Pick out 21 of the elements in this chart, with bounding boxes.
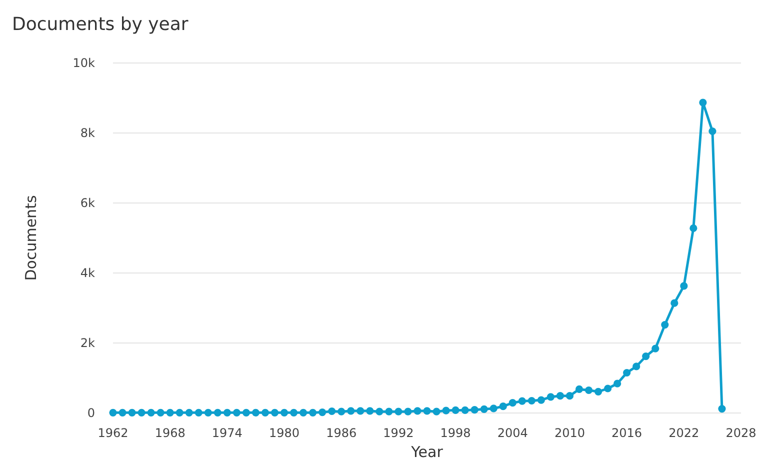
x-tick-label: 1962 (98, 426, 128, 440)
x-axis-title: Year (410, 443, 444, 461)
x-tick-label: 1968 (154, 426, 186, 440)
y-tick-label: 6k (80, 196, 96, 210)
x-tick-label: 2028 (726, 426, 756, 440)
x-tick-label: 1974 (212, 426, 242, 440)
x-tick-label: 1980 (269, 426, 300, 440)
x-tick-label: 1998 (440, 426, 471, 440)
x-tick-label: 2022 (668, 426, 700, 440)
x-tick-label: 2004 (497, 426, 528, 440)
x-tick-label: 2016 (612, 426, 642, 440)
y-tick-label: 0 (87, 406, 95, 420)
y-axis-title: Documents (22, 195, 40, 281)
y-tick-label: 2k (80, 336, 96, 350)
x-tick-label: 2010 (554, 426, 585, 440)
y-tick-label: 8k (80, 126, 96, 140)
y-tick-label: 4k (80, 266, 96, 280)
x-tick-label: 1992 (383, 426, 414, 440)
chart-title: Documents by year (12, 14, 189, 35)
x-tick-label: 1986 (326, 426, 357, 440)
y-tick-label: 10k (72, 56, 96, 70)
